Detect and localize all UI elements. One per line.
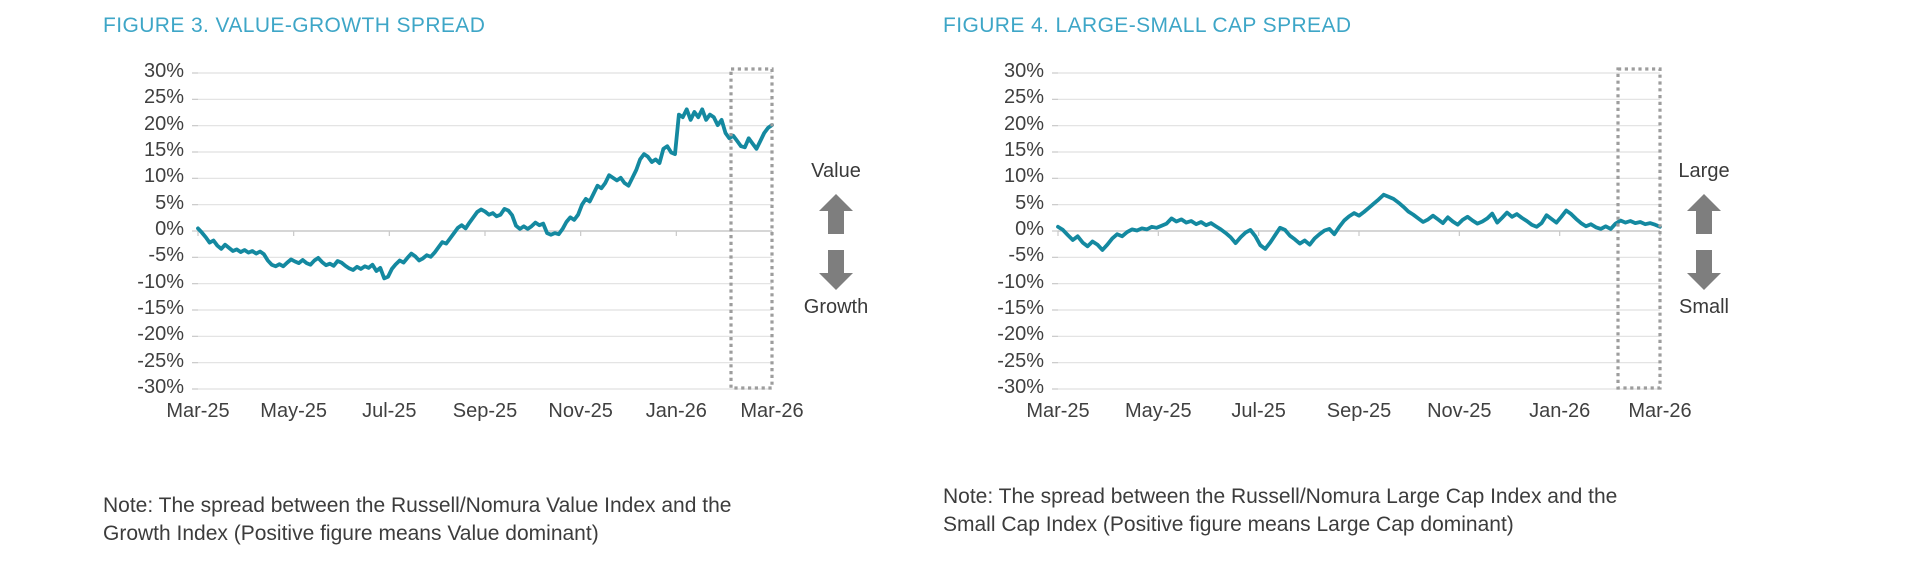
large-label: Large	[1678, 160, 1730, 182]
figure3-annotation: Value Growth	[771, 160, 901, 330]
y-tick-label: 20%	[143, 112, 184, 135]
y-tick-label: 10%	[143, 165, 184, 188]
down-arrow-icon	[819, 250, 853, 290]
y-tick-label: 5%	[1015, 191, 1044, 214]
x-tick-label: Nov-25	[1427, 400, 1492, 422]
x-tick-label: Jul-25	[1231, 400, 1286, 422]
y-tick-label: 0%	[155, 218, 184, 240]
spread-line	[1056, 192, 1662, 252]
x-tick-label: Nov-25	[548, 400, 613, 422]
x-tick-label: May-25	[1124, 400, 1192, 422]
note-line: Growth Index (Positive figure means Valu…	[103, 522, 599, 545]
y-tick-label: 15%	[1003, 139, 1044, 161]
y-tick-label: -15%	[137, 297, 184, 319]
x-tick-label: May-25	[260, 400, 327, 422]
figure4-note: Note: The spread between the Russell/Nom…	[943, 483, 1617, 539]
y-tick-label: 25%	[143, 86, 184, 109]
y-tick-label: -25%	[137, 349, 184, 372]
y-tick-label: 30%	[1003, 60, 1044, 82]
y-tick-label: -10%	[137, 270, 184, 293]
figure4-annotation: Large Small	[1639, 160, 1769, 330]
x-tick-label: Sep-25	[452, 400, 518, 422]
x-tick-label: Mar-26	[740, 400, 804, 422]
spread-line	[196, 107, 774, 281]
figure3-note: Note: The spread between the Russell/Nom…	[103, 492, 731, 548]
y-tick-label: 15%	[143, 139, 184, 161]
growth-label: Growth	[803, 296, 869, 318]
y-tick-label: -15%	[997, 297, 1044, 319]
x-tick-label: Jan-26	[1529, 400, 1591, 422]
y-tick-label: -5%	[1008, 244, 1044, 267]
x-tick-label: Mar-25	[166, 400, 230, 422]
y-tick-label: -5%	[148, 244, 184, 267]
y-tick-label: -10%	[997, 270, 1044, 293]
y-tick-label: 10%	[1003, 165, 1044, 188]
figure4-title: FIGURE 4. LARGE-SMALL CAP SPREAD	[943, 14, 1352, 37]
note-line: Small Cap Index (Positive figure means L…	[943, 513, 1514, 536]
x-tick-label: Jul-25	[362, 400, 417, 422]
figure3-title: FIGURE 3. VALUE-GROWTH SPREAD	[103, 14, 486, 37]
y-tick-label: -30%	[997, 376, 1044, 398]
small-label: Small	[1678, 296, 1729, 318]
highlight-box	[1616, 67, 1662, 390]
x-tick-label: Sep-25	[1326, 400, 1392, 422]
y-tick-label: -20%	[997, 323, 1044, 346]
y-tick-label: 0%	[1015, 218, 1044, 240]
x-tick-label: Mar-26	[1628, 400, 1692, 422]
note-line: Note: The spread between the Russell/Nom…	[103, 494, 732, 517]
y-tick-label: -25%	[997, 349, 1044, 372]
down-arrow-icon	[1687, 250, 1721, 290]
note-line: Note: The spread between the Russell/Nom…	[943, 485, 1618, 508]
y-tick-label: 25%	[1003, 86, 1044, 109]
y-tick-label: 20%	[1003, 112, 1044, 135]
up-arrow-icon	[1687, 194, 1721, 234]
y-tick-label: 30%	[143, 60, 184, 82]
x-tick-label: Mar-25	[1026, 400, 1090, 422]
x-tick-label: Jan-26	[645, 400, 707, 422]
value-label: Value	[811, 160, 861, 182]
y-tick-label: -30%	[137, 376, 184, 398]
y-tick-label: -20%	[137, 323, 184, 346]
highlight-box	[729, 67, 774, 390]
y-tick-label: 5%	[155, 191, 184, 214]
up-arrow-icon	[819, 194, 853, 234]
